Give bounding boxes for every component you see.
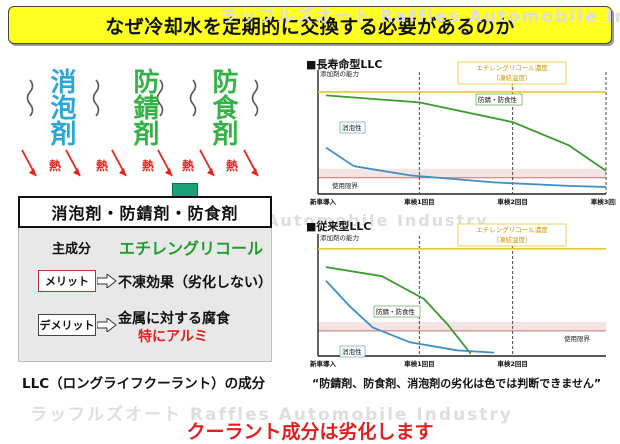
heat-arrow-head-6 xyxy=(251,168,258,176)
demerit-text-emphasis: 特にアルミ xyxy=(138,329,208,345)
chart2-tick-label-0: 新車導入 xyxy=(310,359,337,368)
chart1-series-label-1: 消泡性 xyxy=(342,123,362,132)
chart1-series-label-box-0 xyxy=(475,93,523,106)
chart1-series-line-1 xyxy=(325,146,607,188)
heat-arrow-head-4 xyxy=(165,168,172,176)
merit-tag: メリット xyxy=(38,270,96,292)
chart1-tick-label-2: 車検2回目 xyxy=(497,197,528,206)
chart2-series-label-0: 防錆・防食性 xyxy=(376,307,416,316)
merit-arrow-icon xyxy=(97,274,117,288)
chart2-series-line-0 xyxy=(325,266,472,355)
chart1-tick-label-1: 車検1回目 xyxy=(404,197,435,206)
additive-word-anticorrosion: 防食剤 xyxy=(208,68,238,146)
container-cap xyxy=(172,183,198,197)
merit-text: 不凍効果（劣化しない） xyxy=(118,275,272,291)
chart2-series-label-1: 消泡性 xyxy=(342,347,362,356)
chart2-limit-band xyxy=(318,321,606,331)
watermark-bottom: ラッフルズオート Raffles Automobile Industry xyxy=(30,405,513,425)
additive-word-antifoam: 消泡剤 xyxy=(46,68,76,146)
heat-label-5: 熱 xyxy=(226,159,239,173)
components-header: 消泡剤・防錆剤・防食剤 xyxy=(18,196,272,228)
chart2-series-label-box-0 xyxy=(373,305,421,318)
chart1-limit-label: 使用限界 xyxy=(332,181,359,190)
chart1-series-label-box-1 xyxy=(339,121,366,134)
wave-line-4 xyxy=(189,79,197,117)
chart2-ylabel: 添加剤の能力 xyxy=(320,233,359,242)
chart1-reference-label: エチレングリコール濃度 xyxy=(476,63,548,72)
heat-arrow-head-1 xyxy=(29,168,36,176)
chart1-tick-label-0: 新車導入 xyxy=(310,197,337,206)
chart2-limit-label: 使用限界 xyxy=(564,334,591,343)
bottom-message: クーラント成分は劣化します xyxy=(186,421,434,443)
chart2-reference-label: エチレングリコール濃度 xyxy=(476,225,548,234)
wave-line-3 xyxy=(156,79,164,117)
demerit-tag: デメリット xyxy=(38,314,96,336)
heat-label-4: 熱 xyxy=(182,159,195,173)
chart2-series-line-1 xyxy=(325,280,495,354)
right-caption: “防錆剤、防食剤、消泡剤の劣化は色では判断できません” xyxy=(312,377,602,390)
additive-word-antirust: 防錆剤 xyxy=(129,68,159,146)
demerit-text: 金属に対する腐食 xyxy=(118,311,230,327)
chart2-title: ■従来型LLC xyxy=(306,219,371,233)
chart1-series-label-0: 防錆・防食性 xyxy=(478,95,518,104)
chart2-tick-label-2: 車検2回目 xyxy=(497,359,528,368)
left-caption: LLC（ロングライフクーラント）の成分 xyxy=(22,376,266,392)
heat-arrow-head-3 xyxy=(119,168,126,176)
chart2-series-label-box-1 xyxy=(339,345,366,358)
chart2-tick-label-1: 車検1回目 xyxy=(404,359,435,368)
chart1-series-line-0 xyxy=(325,94,607,172)
main-component-label: 主成分 xyxy=(52,242,92,257)
heat-label-2: 熱 xyxy=(96,159,109,173)
chart1-title: ■長寿命型LLC xyxy=(306,57,382,71)
heat-label-1: 熱 xyxy=(49,159,62,173)
charts-area: ■長寿命型LLC使用限界添加剤の能力新車導入車検1回目車検2回目車検3回目エチレ… xyxy=(306,57,616,368)
wave-line-1 xyxy=(26,79,34,117)
wave-line-2 xyxy=(92,79,100,117)
watermark-top: ラッフルズオート Raffles Automobile Industry xyxy=(220,7,620,27)
heat-arrow-head-2 xyxy=(73,168,80,176)
heat-arrow-head-5 xyxy=(207,168,214,176)
chart1-tick-label-3: 車検3回目 xyxy=(591,197,616,206)
wave-line-5 xyxy=(251,79,259,117)
page-title: なぜ冷却水を定期的に交換する必要があるのか xyxy=(8,6,612,44)
chart1-ylabel: 添加剤の能力 xyxy=(320,69,359,78)
chart2-reference-sublabel: （凍結温度） xyxy=(493,235,532,244)
heat-label-3: 熱 xyxy=(142,159,155,173)
main-component-value: エチレングリコール xyxy=(119,239,264,258)
demerit-arrow-icon xyxy=(97,318,117,332)
chart1-limit-band xyxy=(318,168,606,178)
additive-illustration xyxy=(21,79,259,177)
chart1-reference-sublabel: （凍結温度） xyxy=(493,73,532,82)
